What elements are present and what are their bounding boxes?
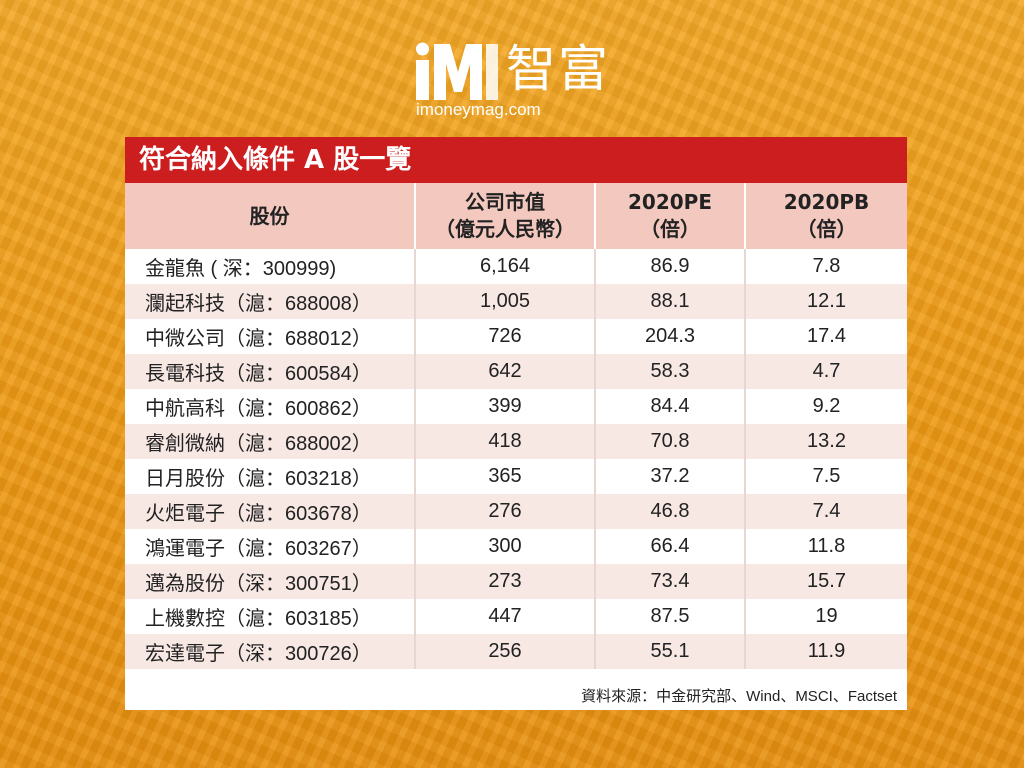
table-row: 上機數控（滬：603185） 447 87.5 19 [125,599,907,634]
pe-cell: 55.1 [595,634,746,669]
stock-name: 日月股份（滬：603218） [125,459,416,494]
market-cap-cell: 399 [415,389,596,424]
pe-cell: 88.1 [595,284,746,319]
market-cap-cell: 6,164 [415,249,596,284]
stock-name: 睿創微納（滬：688002） [125,424,416,459]
pe-cell: 58.3 [595,354,746,389]
table-row: 日月股份（滬：603218） 365 37.2 7.5 [125,459,907,494]
table-row: 邁為股份（深：300751） 273 73.4 15.7 [125,564,907,599]
header-pe-label: 2020PE [628,190,712,214]
market-cap-cell: 726 [415,319,596,354]
market-cap-cell: 256 [415,634,596,669]
pb-cell: 9.2 [745,389,907,424]
source-note: 資料來源：中金研究部、Wind、MSCI、Factset [581,688,897,705]
pe-cell: 86.9 [595,249,746,284]
stock-table: 股份 公司市值 （億元人民幣） 2020PE （倍） 2020PB （倍） 金龍魚 (… [125,183,907,669]
header-pe: 2020PE （倍） [595,183,746,249]
stock-name: 瀾起科技（滬：688008） [125,284,416,319]
stock-name: 邁為股份（深：300751） [125,564,416,599]
logo-name: 智富 [506,40,610,98]
title-bar: 符合納入條件 A 股一覽 [125,137,907,183]
pe-cell: 46.8 [595,494,746,529]
stock-name: 金龍魚 ( 深：300999) [125,249,416,284]
table-row: 金龍魚 ( 深：300999) 6,164 86.9 7.8 [125,249,907,284]
im-logo-mark [416,42,498,100]
imoney-logo: 智富 imoneymag.com [414,36,614,126]
pb-cell: 11.8 [745,529,907,564]
pb-cell: 15.7 [745,564,907,599]
logo-url: imoneymag.com [416,100,541,119]
pe-cell: 70.8 [595,424,746,459]
table-row: 中微公司（滬：688012） 726 204.3 17.4 [125,319,907,354]
header-pe-unit: （倍） [640,217,700,241]
header-pb: 2020PB （倍） [745,183,907,249]
pe-cell: 204.3 [595,319,746,354]
header-pb-unit: （倍） [796,217,857,241]
table-row: 火炬電子（滬：603678） 276 46.8 7.4 [125,494,907,529]
table-title: 符合納入條件 A 股一覽 [139,145,412,175]
stock-name: 長電科技（滬：600584） [125,354,416,389]
header-market-cap: 公司市值 （億元人民幣） [415,183,596,249]
stock-name: 火炬電子（滬：603678） [125,494,416,529]
stock-name: 中航高科（滬：600862） [125,389,416,424]
pb-cell: 4.7 [745,354,907,389]
pe-cell: 37.2 [595,459,746,494]
table-row: 宏達電子（深：300726） 256 55.1 11.9 [125,634,907,669]
pe-cell: 84.4 [595,389,746,424]
stock-name: 鴻運電子（滬：603267） [125,529,416,564]
market-cap-cell: 1,005 [415,284,596,319]
pe-cell: 87.5 [595,599,746,634]
header-pb-label: 2020PB [783,190,870,214]
table-row: 鴻運電子（滬：603267） 300 66.4 11.8 [125,529,907,564]
stock-name: 上機數控（滬：603185） [125,599,416,634]
header-row: 股份 公司市值 （億元人民幣） 2020PE （倍） 2020PB （倍） [125,183,907,249]
stock-name: 宏達電子（深：300726） [125,634,416,669]
pb-cell: 12.1 [745,284,907,319]
pb-cell: 7.4 [745,494,907,529]
stock-table-panel: 符合納入條件 A 股一覽 股份 公司市值 （億元人民幣） 2020PE （倍） 20… [125,137,907,710]
table-row: 中航高科（滬：600862） 399 84.4 9.2 [125,389,907,424]
market-cap-cell: 365 [415,459,596,494]
market-cap-cell: 418 [415,424,596,459]
market-cap-cell: 447 [415,599,596,634]
header-stock-label: 股份 [249,203,290,228]
market-cap-cell: 276 [415,494,596,529]
pb-cell: 19 [745,599,907,634]
pb-cell: 7.5 [745,459,907,494]
header-market-cap-unit: （億元人民幣） [435,217,575,241]
stock-name: 中微公司（滬：688012） [125,319,416,354]
pb-cell: 7.8 [745,249,907,284]
table-row: 長電科技（滬：600584） 642 58.3 4.7 [125,354,907,389]
table-row: 睿創微納（滬：688002） 418 70.8 13.2 [125,424,907,459]
market-cap-cell: 642 [415,354,596,389]
header-stock: 股份 [125,183,416,249]
market-cap-cell: 300 [415,529,596,564]
market-cap-cell: 273 [415,564,596,599]
pe-cell: 73.4 [595,564,746,599]
table-row: 瀾起科技（滬：688008） 1,005 88.1 12.1 [125,284,907,319]
pe-cell: 66.4 [595,529,746,564]
pb-cell: 13.2 [745,424,907,459]
header-market-cap-label: 公司市值 [465,190,545,214]
pb-cell: 17.4 [745,319,907,354]
pb-cell: 11.9 [745,634,907,669]
